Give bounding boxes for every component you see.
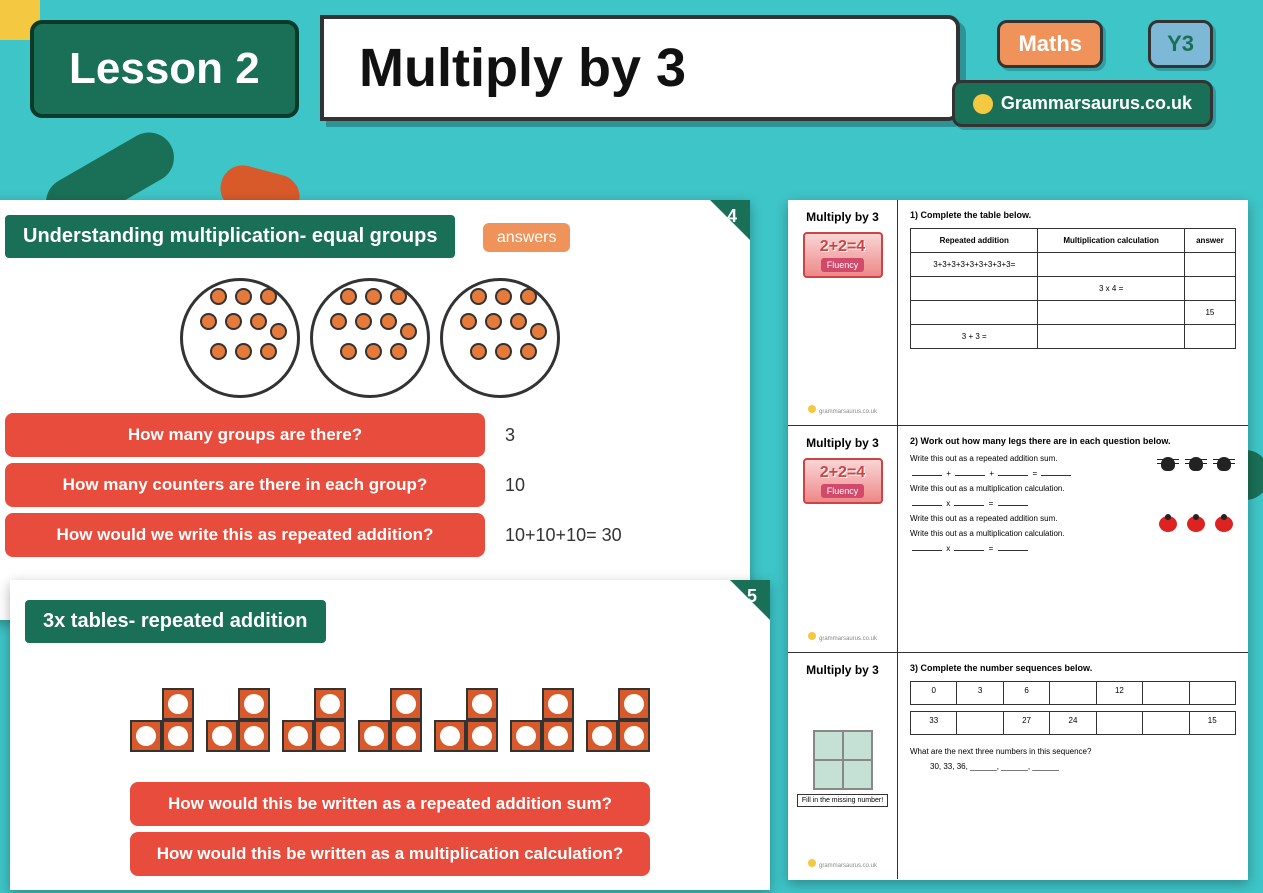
circles-row <box>0 278 750 398</box>
l-shape <box>206 688 270 752</box>
question-bar: How would we write this as repeated addi… <box>5 513 485 557</box>
ws-table: Repeated additionMultiplication calculat… <box>910 228 1236 349</box>
ws-question: 2) Work out how many legs there are in e… <box>910 436 1236 446</box>
circle-group <box>310 278 430 398</box>
ws-title: Multiply by 3 <box>806 663 879 677</box>
header: Lesson 2 Multiply by 3 Maths Y3 Grammars… <box>30 20 1233 140</box>
shapes-row <box>10 688 770 752</box>
l-shape <box>586 688 650 752</box>
sequence-2: 33272415 <box>910 711 1236 735</box>
slide-equal-groups: 4 Understanding multiplication- equal gr… <box>0 200 750 620</box>
slide-heading: Understanding multiplication- equal grou… <box>5 215 455 258</box>
ws-question-2: What are the next three numbers in this … <box>910 747 1236 756</box>
answer-text: 10 <box>505 475 525 496</box>
ladybug-icons <box>1156 514 1236 534</box>
answer-text: 10+10+10= 30 <box>505 525 622 546</box>
brand-text: Grammarsaurus.co.uk <box>1001 93 1192 114</box>
page-number: 5 <box>730 580 770 620</box>
ws-title: Multiply by 3 <box>806 210 879 224</box>
worksheet-section-2: Multiply by 3 2+2=4 Fluency grammarsauru… <box>788 426 1248 652</box>
lesson-badge: Lesson 2 <box>30 20 299 118</box>
l-shape <box>130 688 194 752</box>
puzzle-label: Fill in the missing number! <box>797 794 888 807</box>
spider-icons <box>1156 454 1236 474</box>
question-bar: How many counters are there in each grou… <box>5 463 485 507</box>
sequence-1: 03612 <box>910 681 1236 705</box>
worksheet-section-1: Multiply by 3 2+2=4 Fluency grammarsauru… <box>788 200 1248 426</box>
year-badge: Y3 <box>1148 20 1213 68</box>
page-title: Multiply by 3 <box>320 15 960 121</box>
subject-badge: Maths <box>997 20 1103 68</box>
l-shape <box>510 688 574 752</box>
ws-title: Multiply by 3 <box>806 436 879 450</box>
brand-badge: Grammarsaurus.co.uk <box>952 80 1213 127</box>
answer-text: 3 <box>505 425 515 446</box>
slide-repeated-addition: 5 3x tables- repeated addition How would… <box>10 580 770 890</box>
circle-group <box>180 278 300 398</box>
fluency-badge: 2+2=4 Fluency <box>803 458 883 504</box>
l-shape <box>282 688 346 752</box>
puzzle-icon <box>813 730 873 790</box>
brand-icon <box>973 94 993 114</box>
l-shape <box>358 688 422 752</box>
answers-badge: answers <box>483 223 571 252</box>
worksheet: Multiply by 3 2+2=4 Fluency grammarsauru… <box>788 200 1248 880</box>
worksheet-section-3: Multiply by 3 Fill in the missing number… <box>788 653 1248 879</box>
ws-question: 3) Complete the number sequences below. <box>910 663 1236 673</box>
question-bar: How many groups are there? <box>5 413 485 457</box>
l-shape <box>434 688 498 752</box>
question-bar: How would this be written as a multiplic… <box>130 832 650 876</box>
fluency-badge: 2+2=4 Fluency <box>803 232 883 278</box>
ws-question: 1) Complete the table below. <box>910 210 1236 220</box>
circle-group <box>440 278 560 398</box>
slide-heading: 3x tables- repeated addition <box>25 600 326 643</box>
question-bar: How would this be written as a repeated … <box>130 782 650 826</box>
